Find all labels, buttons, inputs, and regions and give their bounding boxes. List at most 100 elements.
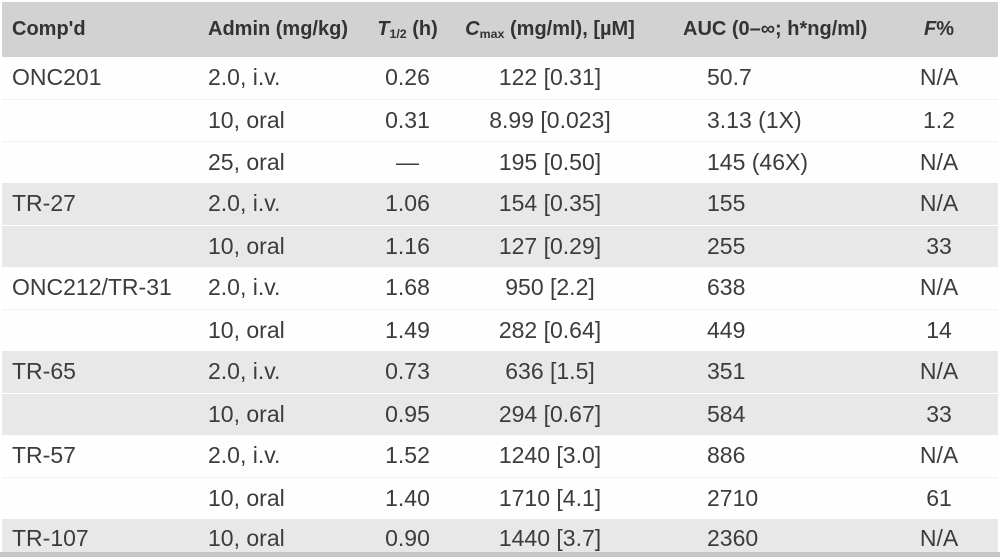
column-header-italic-symbol: C bbox=[465, 17, 480, 40]
column-header-compound: Comp'd bbox=[2, 2, 198, 57]
cell-auc: 886 bbox=[707, 442, 746, 469]
cell-cmax: 282 [0.64] bbox=[440, 308, 660, 351]
cell-auc: 584 bbox=[660, 392, 880, 435]
cell-admin: 2.0, i.v. bbox=[208, 64, 281, 91]
table-row: TR-57 2.0, i.v. 1.52 1240 [3.0] 886 N/A bbox=[2, 435, 998, 477]
cell-thalf: 0.73 bbox=[385, 358, 430, 385]
table-row: TR-107 10, oral 0.90 1440 [3.7] 2360 N/A bbox=[2, 519, 998, 557]
column-header-label: Admin (mg/kg) bbox=[208, 18, 348, 40]
cell-auc: 145 (46X) bbox=[660, 140, 880, 183]
cell-compound: TR-107 bbox=[12, 524, 89, 551]
cell-cmax: 1710 [4.1] bbox=[440, 476, 660, 519]
cell-admin: 2.0, i.v. bbox=[208, 190, 281, 217]
cell-thalf: 1.49 bbox=[375, 308, 440, 351]
table-row: TR-65 2.0, i.v. 0.73 636 [1.5] 351 N/A bbox=[2, 351, 998, 393]
cell-compound bbox=[2, 308, 198, 351]
cell-auc: 50.7 bbox=[707, 64, 752, 91]
cell-compound: ONC212/TR-31 bbox=[12, 274, 172, 301]
cell-cmax: 195 [0.50] bbox=[440, 140, 660, 183]
table-row: 10, oral 1.16 127 [0.29] 255 33 bbox=[2, 224, 998, 267]
cell-thalf: — bbox=[375, 140, 440, 183]
cell-admin: 10, oral bbox=[198, 224, 375, 267]
cell-admin: 25, oral bbox=[198, 140, 375, 183]
cell-auc: 351 bbox=[707, 358, 746, 385]
cell-auc: 2710 bbox=[660, 476, 880, 519]
cell-auc: 155 bbox=[707, 190, 746, 217]
cell-admin: 2.0, i.v. bbox=[208, 358, 281, 385]
cell-thalf: 1.68 bbox=[385, 274, 430, 301]
column-header-thalf: T1/2 (h) bbox=[375, 2, 440, 57]
cell-compound: TR-65 bbox=[12, 358, 76, 385]
column-header-label: (h) bbox=[406, 17, 438, 40]
cell-f: N/A bbox=[919, 524, 959, 551]
cell-auc: 3.13 (1X) bbox=[660, 98, 880, 141]
column-header-label: Comp'd bbox=[12, 18, 86, 40]
cell-compound: ONC201 bbox=[12, 64, 102, 91]
cell-f: 61 bbox=[880, 476, 998, 519]
column-header-subscript: max bbox=[479, 27, 505, 42]
column-header-cmax: Cmax (mg/ml), [µM] bbox=[440, 2, 660, 57]
table-row: 25, oral —195 [0.50] 145 (46X) N/A bbox=[2, 140, 998, 183]
cell-cmax: 1240 [3.0] bbox=[498, 442, 602, 469]
cell-auc: 638 bbox=[707, 274, 746, 301]
cell-f: N/A bbox=[919, 442, 959, 469]
cell-admin: 10, oral bbox=[198, 476, 375, 519]
column-header-auc: AUC (0–∞; h*ng/ml) bbox=[660, 2, 880, 57]
column-header-italic-symbol: T bbox=[377, 17, 390, 40]
column-header-label: AUC (0–∞; h*ng/ml) bbox=[683, 18, 868, 40]
cell-f: N/A bbox=[919, 64, 959, 91]
table-row: ONC212/TR-31 2.0, i.v. 1.68 950 [2.2] 638 N/A bbox=[2, 267, 998, 309]
cell-thalf: 0.26 bbox=[385, 64, 430, 91]
column-header-subscript: 1/2 bbox=[389, 27, 407, 42]
cell-cmax: 294 [0.67] bbox=[440, 392, 660, 435]
table-row: 10, oral 1.49 282 [0.64] 449 14 bbox=[2, 308, 998, 351]
cell-admin: 10, oral bbox=[198, 308, 375, 351]
cell-compound bbox=[2, 224, 198, 267]
table-row: 10, oral 0.31 8.99 [0.023] 3.13 (1X) 1.2 bbox=[2, 98, 998, 141]
table-body: ONC201 2.0, i.v. 0.26 122 [0.31] 50.7 N/A 10, … bbox=[2, 57, 998, 557]
cell-thalf: 1.52 bbox=[385, 442, 430, 469]
column-header-italic-symbol: F bbox=[923, 18, 937, 40]
cell-thalf: 0.31 bbox=[375, 98, 440, 141]
cell-admin: 10, oral bbox=[198, 98, 375, 141]
cell-f: N/A bbox=[919, 274, 959, 301]
cell-f: N/A bbox=[919, 190, 959, 217]
column-header-label: (mg/ml), [µM] bbox=[504, 17, 635, 40]
table-row: TR-27 2.0, i.v. 1.06 154 [0.35] 155 N/A bbox=[2, 183, 998, 225]
column-header-f: F% bbox=[880, 2, 998, 57]
cell-admin: 2.0, i.v. bbox=[208, 442, 281, 469]
table-header: Comp'd Admin (mg/kg) T1/2 (h) Cmax (mg/ml),… bbox=[2, 2, 998, 57]
cell-admin: 10, oral bbox=[208, 524, 285, 551]
cell-f: N/A bbox=[880, 140, 998, 183]
cell-thalf: 1.40 bbox=[375, 476, 440, 519]
cell-thalf: 0.95 bbox=[375, 392, 440, 435]
cell-f: 33 bbox=[880, 224, 998, 267]
cell-cmax: 950 [2.2] bbox=[505, 274, 595, 301]
cell-auc: 2360 bbox=[707, 524, 759, 551]
cell-f: 1.2 bbox=[880, 98, 998, 141]
cell-admin: 2.0, i.v. bbox=[208, 274, 281, 301]
cell-cmax: 122 [0.31] bbox=[498, 64, 602, 91]
cell-f: N/A bbox=[919, 358, 959, 385]
table-header-row: Comp'd Admin (mg/kg) T1/2 (h) Cmax (mg/ml),… bbox=[2, 2, 998, 57]
table-row: 10, oral 1.40 1710 [4.1] 2710 61 bbox=[2, 476, 998, 519]
cell-cmax: 636 [1.5] bbox=[505, 358, 595, 385]
cell-compound: TR-57 bbox=[12, 442, 76, 469]
cell-compound bbox=[2, 140, 198, 183]
cell-f: 14 bbox=[880, 308, 998, 351]
cell-thalf: 1.06 bbox=[385, 190, 430, 217]
column-header-admin: Admin (mg/kg) bbox=[198, 2, 375, 57]
cell-auc: 449 bbox=[660, 308, 880, 351]
cell-compound: TR-27 bbox=[12, 190, 76, 217]
cell-f: 33 bbox=[880, 392, 998, 435]
cell-thalf: 0.90 bbox=[385, 524, 430, 551]
cell-cmax: 1440 [3.7] bbox=[498, 524, 602, 551]
cell-admin: 10, oral bbox=[198, 392, 375, 435]
cell-cmax: 127 [0.29] bbox=[440, 224, 660, 267]
cell-compound bbox=[2, 476, 198, 519]
cell-cmax: 8.99 [0.023] bbox=[440, 98, 660, 141]
cell-compound bbox=[2, 392, 198, 435]
table-bottom-edge bbox=[0, 552, 1000, 557]
